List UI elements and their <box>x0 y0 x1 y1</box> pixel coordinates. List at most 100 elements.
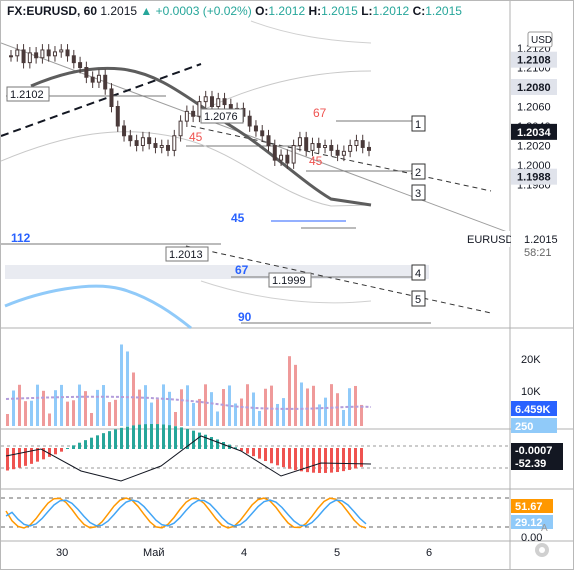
candle-body <box>253 125 258 132</box>
macd-tag <box>511 443 563 457</box>
change-arrow: ▲ <box>140 4 153 18</box>
candle-body <box>103 74 108 90</box>
volume-bar <box>204 384 207 426</box>
macd-histogram-bar <box>306 448 309 473</box>
volume-bar <box>360 404 363 426</box>
macd-histogram-bar <box>294 448 297 471</box>
volume-average-line <box>5 395 372 410</box>
time-axis[interactable]: 30 Май 4 5 6 <box>56 547 432 559</box>
candle-body <box>96 74 101 83</box>
volume-bar <box>294 364 297 426</box>
macd-histogram-bar <box>336 448 339 473</box>
currency-badge[interactable] <box>527 31 553 48</box>
macd-histogram-bar <box>102 433 105 449</box>
candle-body <box>297 137 302 146</box>
volume-bar <box>114 399 117 426</box>
candle-body <box>247 115 252 127</box>
stoch-tag <box>511 515 553 529</box>
macd-histogram-bar <box>246 448 249 454</box>
volume-tag-text: 6.459K <box>515 404 551 416</box>
dashed-trend-line <box>1 63 202 137</box>
symbol-name[interactable]: FX:EURUSD, 60 <box>7 4 98 18</box>
candle-body <box>323 145 328 148</box>
volume-tag <box>511 418 557 433</box>
volume-bar <box>300 382 303 426</box>
macd-histogram-bar <box>12 448 15 470</box>
macd-histogram-bar <box>252 448 255 457</box>
level-box <box>411 264 426 281</box>
level-box <box>411 290 426 307</box>
level-box-label: 1 <box>415 119 421 131</box>
candle-body <box>222 98 227 106</box>
macd-histogram-bar <box>18 448 21 468</box>
volume-bar <box>288 356 291 426</box>
volume-bar <box>24 401 27 426</box>
envelope-line <box>1 131 372 207</box>
macd-histogram-bar <box>348 448 351 470</box>
macd-histogram-bar <box>210 437 213 449</box>
candle-body <box>172 135 177 151</box>
macd-histogram-bar <box>108 431 111 449</box>
stoch-tag <box>511 499 553 513</box>
drawings-layer <box>1 42 511 324</box>
macd-histogram-bar <box>288 448 291 469</box>
volume-bar <box>276 403 279 426</box>
price-axis[interactable]: 1.21201.21001.20601.20401.20201.20001.19… <box>511 43 563 544</box>
candle-body <box>184 110 189 122</box>
macd-histogram-bar <box>318 448 321 473</box>
macd-pane <box>1 424 510 482</box>
candle-body <box>316 143 321 148</box>
price-label: 1.2076 <box>204 111 238 123</box>
candle-body <box>216 98 221 107</box>
volume-bar <box>270 385 273 426</box>
macd-histogram-bar <box>90 437 93 449</box>
candle-body <box>335 149 340 156</box>
symbol-tag-countdown: 58:21 <box>524 247 552 259</box>
macd-histogram-bar <box>48 448 51 457</box>
volume-bar <box>348 388 351 426</box>
fib-labels: 67 45 45 45 112 67 90 <box>11 106 327 324</box>
volume-bar <box>342 409 345 426</box>
volume-bar <box>90 412 93 426</box>
volume-bar <box>186 385 189 426</box>
settings-gear-icon[interactable] <box>535 543 549 557</box>
volume-pane <box>5 344 372 426</box>
candle-body <box>122 125 127 137</box>
candle-body <box>285 154 290 164</box>
macd-tag-text: -52.39 <box>515 458 546 470</box>
candle-body <box>209 96 214 107</box>
macd-histogram-bar <box>234 447 237 449</box>
candle-body <box>128 135 133 142</box>
open-label: O: <box>255 4 269 18</box>
fib-label: 45 <box>189 130 203 144</box>
long-moving-average-line <box>4 284 192 330</box>
candle-body <box>78 62 83 68</box>
macd-histogram-bar <box>174 426 177 449</box>
macd-histogram-bar <box>72 445 75 449</box>
moving-average-layer <box>1 20 372 330</box>
macd-histogram-bar <box>132 425 135 449</box>
volume-bar <box>258 410 261 426</box>
macd-histogram-bar <box>354 448 357 469</box>
symbol-tag-bg <box>465 231 510 247</box>
macd-histogram-bar <box>300 448 303 472</box>
envelope-line <box>200 280 372 304</box>
macd-histogram-bar <box>342 448 345 472</box>
last-price: 1.2015 <box>100 4 138 18</box>
symbol-price-tag: EURUSD 1.2015 58:21 <box>465 231 558 259</box>
volume-bar <box>108 402 111 426</box>
candle-body <box>310 143 315 151</box>
candle-body <box>147 137 152 145</box>
candle-body <box>197 101 202 117</box>
volume-bar <box>138 389 141 426</box>
macd-histogram-bar <box>264 448 267 462</box>
level-box-label: 5 <box>415 294 421 306</box>
volume-bar <box>264 388 267 426</box>
level-box <box>411 184 426 201</box>
fib-label: 90 <box>238 310 252 324</box>
shaded-zone <box>5 265 429 279</box>
stoch-tick: 0.00 <box>521 532 542 544</box>
